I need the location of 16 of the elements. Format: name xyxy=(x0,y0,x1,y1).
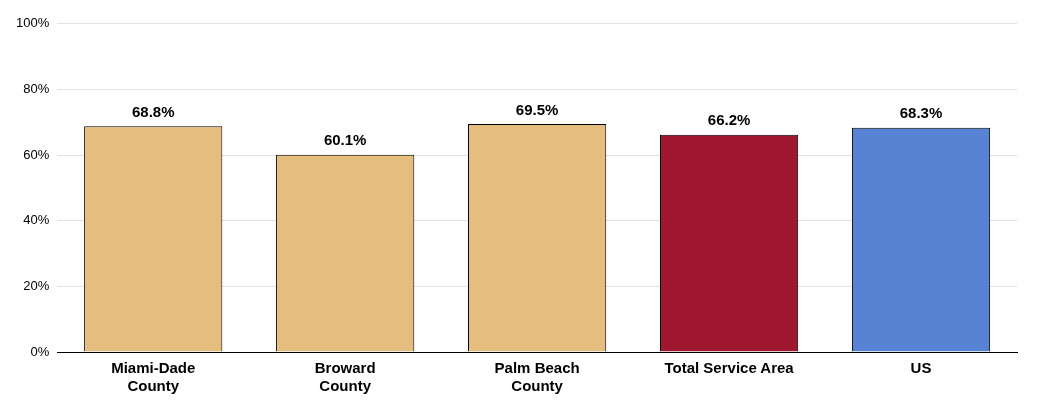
data-label: 69.5% xyxy=(515,100,559,118)
x-tick-label: Broward County xyxy=(314,359,376,395)
data-label: 68.8% xyxy=(131,102,175,120)
data-label: 60.1% xyxy=(323,131,367,149)
y-tick-label: 20% xyxy=(23,277,50,293)
y-tick-label: 60% xyxy=(23,146,50,162)
y-tick-label: 0% xyxy=(30,343,50,359)
x-tick-label: Total Service Area xyxy=(664,359,795,377)
y-tick-label: 80% xyxy=(23,81,50,97)
x-tick-label: Miami-Dade County xyxy=(111,359,196,395)
x-tick-label: US xyxy=(910,359,932,377)
x-tick-label: Palm Beach County xyxy=(494,359,580,395)
data-label: 66.2% xyxy=(707,111,751,129)
y-tick-label: 40% xyxy=(23,212,50,228)
data-label: 68.3% xyxy=(899,104,943,122)
y-tick-label: 100% xyxy=(16,15,50,31)
